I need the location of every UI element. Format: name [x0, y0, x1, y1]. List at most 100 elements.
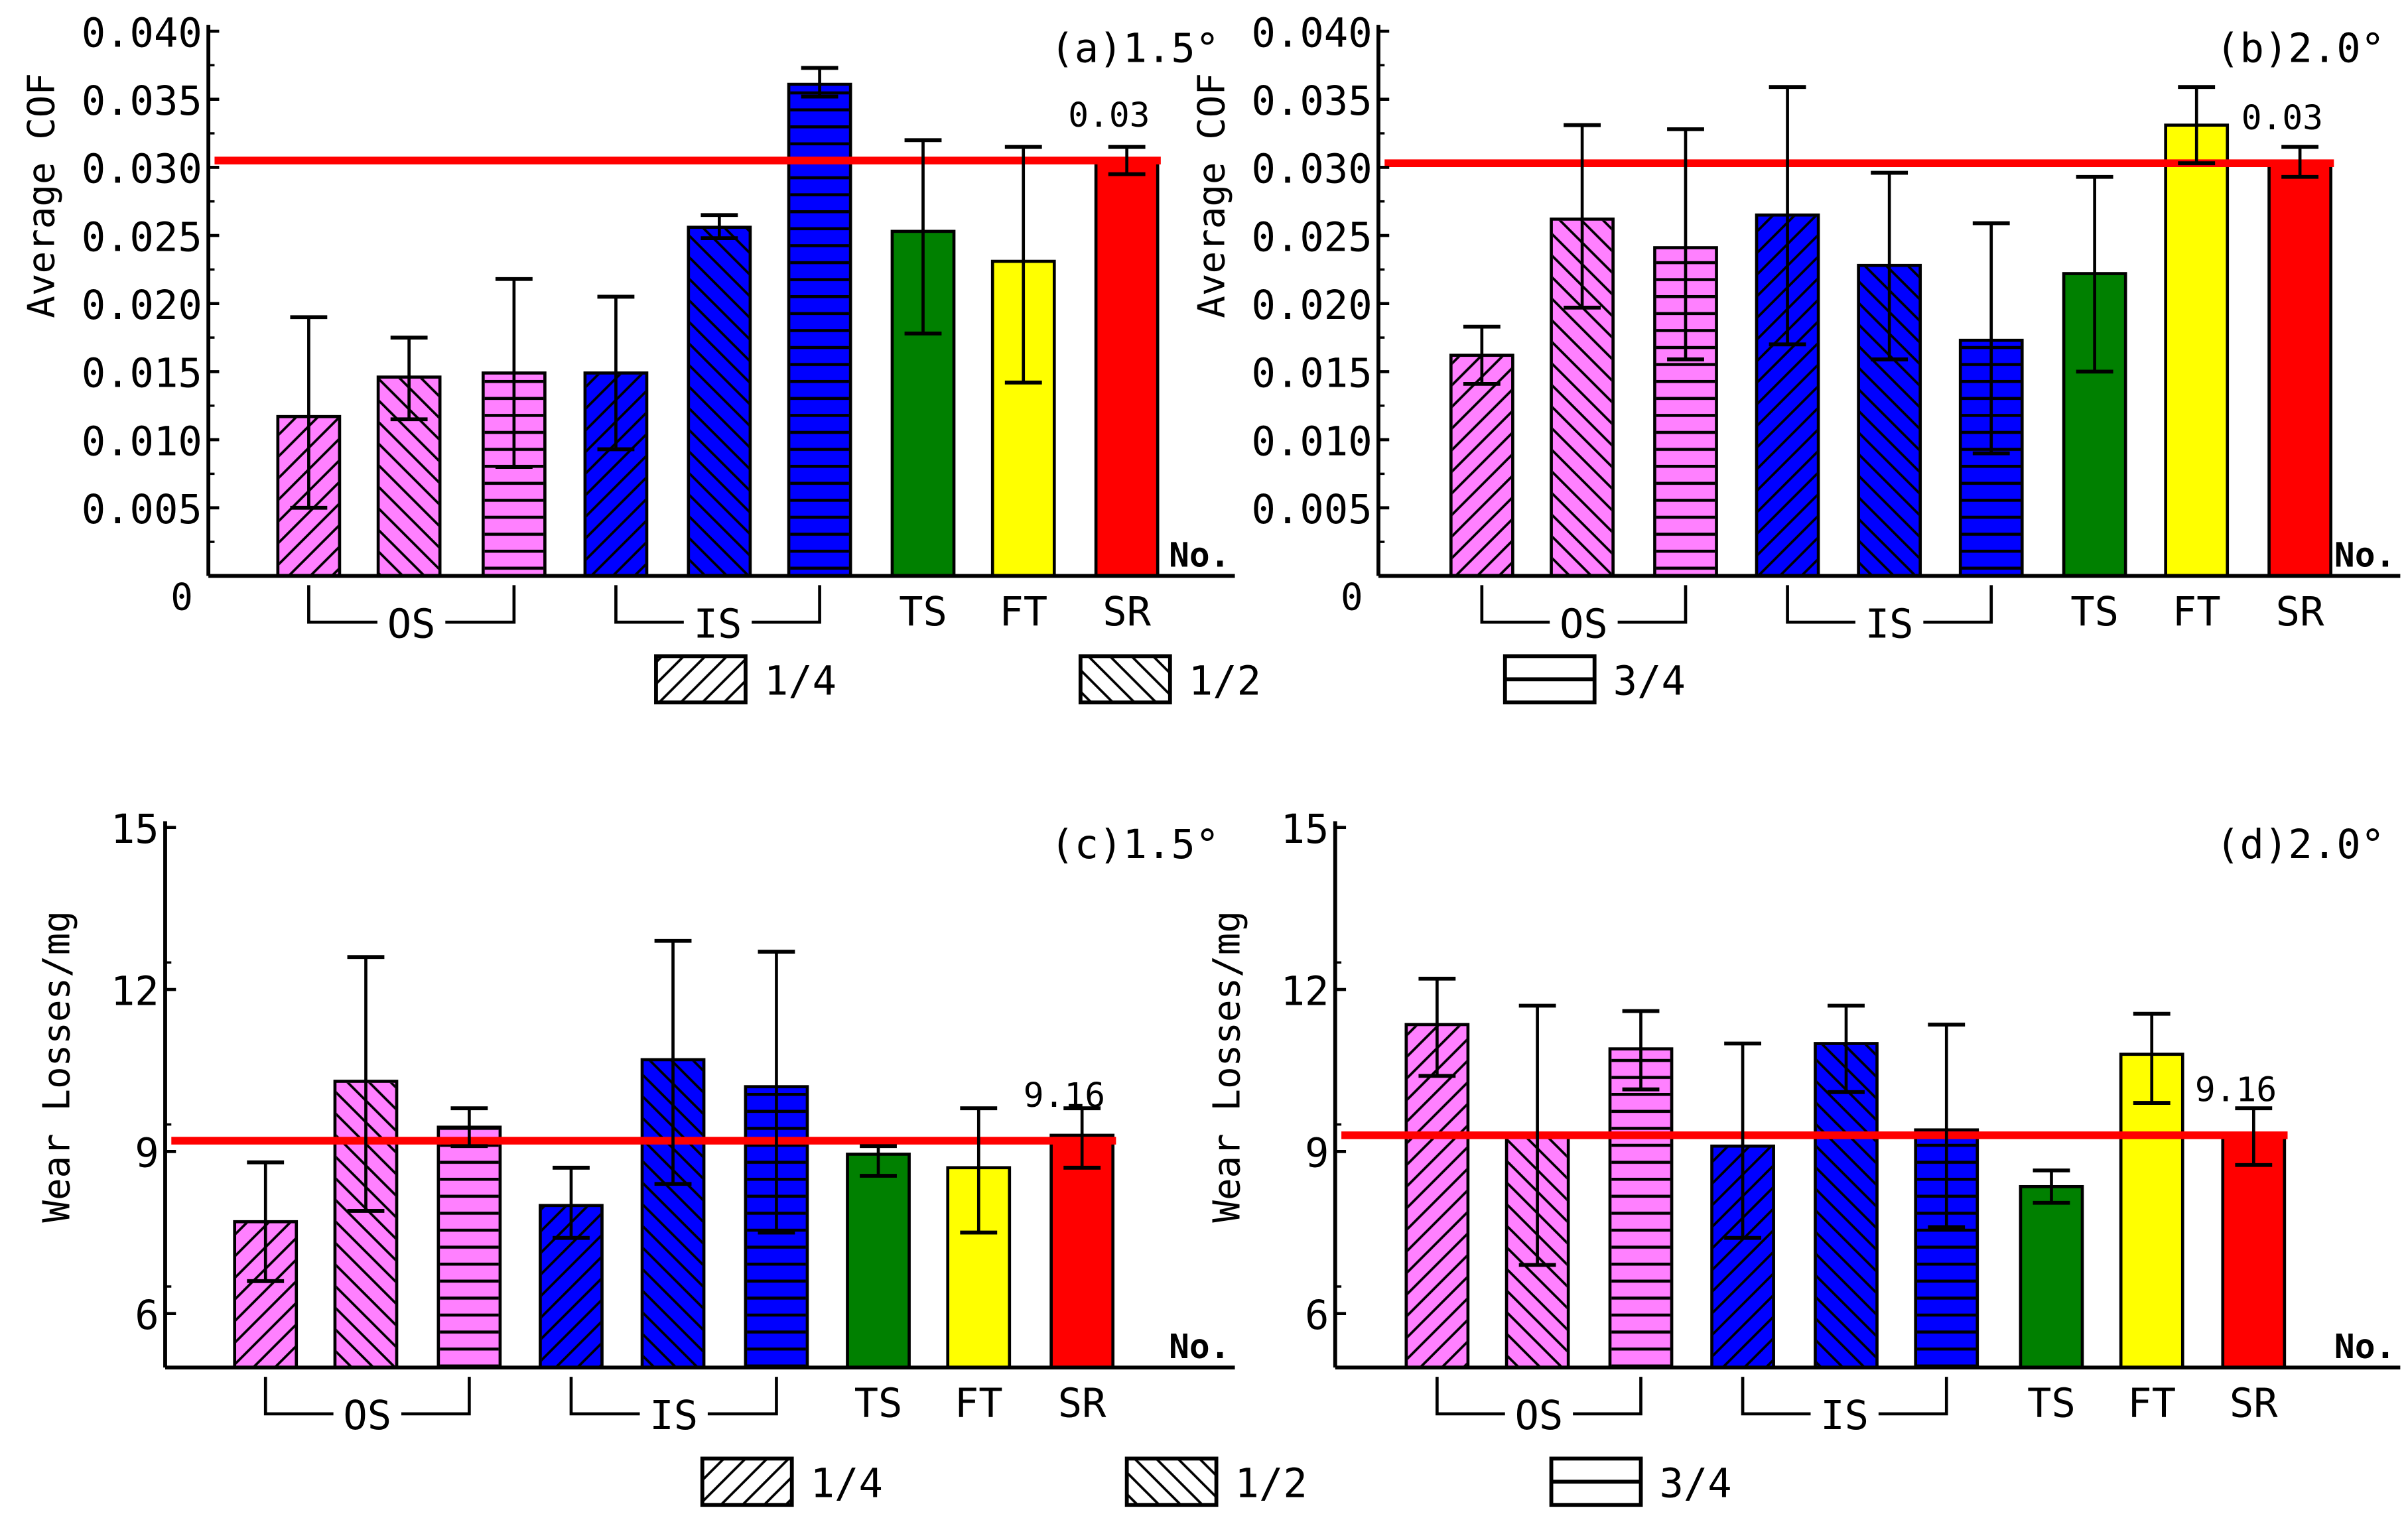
x-axis-label: No. [1169, 535, 1230, 575]
legend-item: 3/4 [1503, 654, 1686, 705]
group-label: SR [1103, 589, 1151, 635]
legend-label: 3/4 [1613, 659, 1686, 705]
bar [1049, 1133, 1115, 1369]
group-label: TS [899, 589, 947, 635]
y-tick-label: 0.015 [1252, 351, 1372, 397]
bar [2221, 1133, 2287, 1369]
y-tick-label: 0.015 [82, 351, 202, 397]
y-tick-label: 12 [111, 968, 159, 1015]
y-tick-label: 0.025 [1252, 214, 1372, 261]
group-label: SR [1058, 1381, 1106, 1427]
bar-hatch [1408, 1026, 1467, 1366]
y-tick-label: 0.030 [1252, 147, 1372, 193]
y-tick-label: 9 [1305, 1131, 1329, 1177]
panel-title: (a)1.5° [1050, 26, 1219, 72]
y-tick-label: 0.040 [1252, 10, 1372, 56]
group-label: SR [2276, 589, 2324, 635]
group-label: OS [1560, 601, 1608, 647]
bar [846, 1153, 911, 1369]
y-tick-label: 0 [170, 576, 193, 619]
y-tick-label: 15 [1281, 806, 1329, 853]
group-label: FT [955, 1381, 1003, 1427]
group-label: IS [649, 1393, 698, 1439]
y-tick-label: 0.025 [82, 214, 202, 261]
bar-hatch [1816, 1044, 1876, 1366]
y-tick-label: 12 [1281, 968, 1329, 1015]
legend-item: 3/4 [1549, 1456, 1732, 1507]
legend-item: 1/2 [1078, 654, 1261, 705]
reference-label: 9.16 [2195, 1070, 2277, 1110]
bar-hatch [1452, 357, 1512, 575]
y-axis-label: Wear Losses/mg [1206, 911, 1249, 1223]
y-tick-label: 0.030 [82, 147, 202, 193]
group-label: IS [1820, 1393, 1869, 1439]
x-axis-label: No. [2334, 1327, 2395, 1367]
group-bracket [1786, 585, 1993, 624]
panel-title: (b)2.0° [2216, 26, 2385, 72]
legend-label: 1/4 [764, 659, 836, 705]
group-label: FT [2173, 589, 2221, 635]
group-bracket [1480, 585, 1688, 624]
y-tick-label: 0.040 [82, 10, 202, 56]
chart-panel-b: 0.0300.0050.0100.0150.0200.0250.0300.035… [1190, 10, 2401, 647]
bar-hatch [690, 229, 749, 575]
legend-label: 1/2 [1189, 659, 1261, 705]
y-axis-label: Average COF [1190, 73, 1233, 318]
group-bracket [569, 1377, 778, 1416]
legend-item: 1/4 [700, 1456, 883, 1507]
legend-label: 1/2 [1235, 1461, 1307, 1507]
y-tick-label: 0.020 [82, 283, 202, 329]
group-label: OS [387, 601, 436, 647]
legend-item: 1/4 [654, 654, 836, 705]
y-tick-label: 6 [1305, 1293, 1329, 1339]
y-tick-label: 15 [111, 806, 159, 853]
group-bracket [1741, 1377, 1948, 1416]
legend-hatch [657, 657, 744, 701]
group-label: SR [2230, 1381, 2278, 1427]
group-label: IS [694, 601, 742, 647]
panel-title: (c)1.5° [1050, 822, 1219, 868]
chart-panel-d: 9.16 6 9 12 15 Wear Losses/mg (d)2.0° No. OS IS TS… [1206, 806, 2401, 1439]
reference-label: 0.03 [1068, 95, 1150, 135]
group-bracket [263, 1377, 471, 1416]
bar-hatch [790, 86, 849, 575]
y-tick-label: 9 [135, 1131, 159, 1177]
y-tick-label: 0.010 [82, 418, 202, 465]
y-axis-label: Average COF [20, 73, 63, 318]
group-bracket [1436, 1377, 1642, 1416]
group-label: OS [1515, 1393, 1564, 1439]
group-label: FT [999, 589, 1047, 635]
bar-hatch [1611, 1050, 1670, 1366]
y-tick-label: 0.020 [1252, 283, 1372, 329]
legend-label: 1/4 [811, 1461, 883, 1507]
panel-title: (d)2.0° [2216, 822, 2385, 868]
group-label: TS [2027, 1381, 2076, 1427]
x-axis-label: No. [2334, 535, 2395, 575]
reference-label: 0.03 [2241, 98, 2323, 138]
y-axis-label: Wear Losses/mg [36, 911, 79, 1223]
legend-label: 3/4 [1659, 1461, 1731, 1507]
group-bracket [307, 585, 516, 624]
bar [2019, 1184, 2084, 1369]
y-tick-label: 0 [1341, 576, 1363, 619]
y-tick-label: 0.005 [1252, 487, 1372, 533]
bar [2164, 123, 2230, 578]
bar [1094, 158, 1160, 578]
legend-hatch [1128, 1460, 1215, 1503]
group-label: IS [1865, 601, 1914, 647]
legend-item: 1/2 [1124, 1456, 1307, 1507]
group-label: TS [2070, 589, 2119, 635]
y-tick-label: 0.035 [82, 78, 202, 125]
group-label: FT [2127, 1381, 2176, 1427]
bar [2267, 161, 2332, 578]
x-axis-label: No. [1169, 1327, 1230, 1367]
y-tick-label: 6 [135, 1293, 159, 1339]
y-tick-label: 0.010 [1252, 418, 1372, 465]
group-bracket [614, 585, 821, 624]
y-tick-label: 0.035 [1252, 78, 1372, 125]
legend-hatch [704, 1460, 791, 1503]
legend-hatch [1082, 657, 1169, 701]
bar-hatch [440, 1129, 499, 1366]
